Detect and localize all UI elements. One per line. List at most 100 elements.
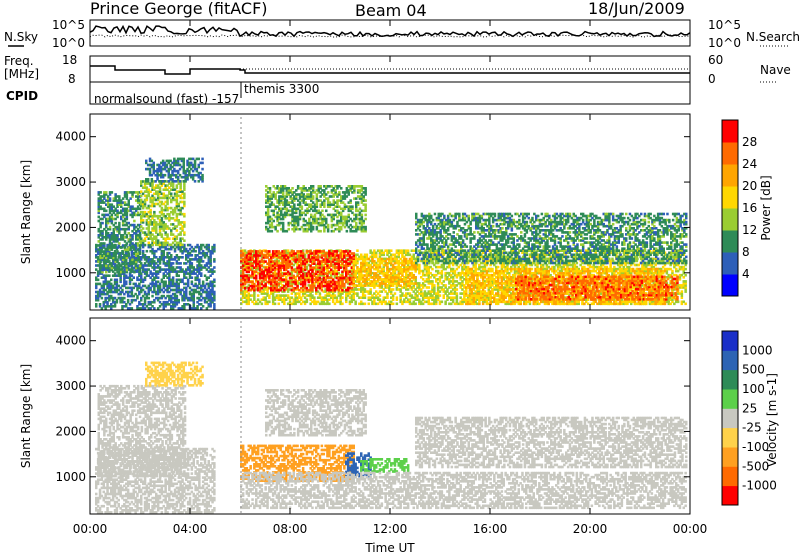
data-cell xyxy=(136,223,140,227)
data-cell xyxy=(101,256,104,260)
data-cell xyxy=(95,256,98,259)
data-cell xyxy=(166,262,169,265)
data-cell xyxy=(179,290,182,294)
data-cell xyxy=(153,180,156,183)
data-cell xyxy=(262,265,265,269)
data-cell xyxy=(173,268,177,271)
data-cell xyxy=(96,296,100,300)
data-cell xyxy=(281,284,284,287)
data-cell xyxy=(101,217,104,221)
data-cell xyxy=(126,249,130,253)
data-cell xyxy=(296,296,299,299)
data-cell xyxy=(209,268,212,271)
data-cell xyxy=(110,242,114,245)
data-cell xyxy=(149,214,152,218)
data-cell xyxy=(125,191,129,194)
data-cell xyxy=(194,268,197,271)
data-cell xyxy=(134,270,137,273)
data-cell xyxy=(156,171,159,175)
data-cell xyxy=(166,251,169,255)
data-cell xyxy=(186,280,190,284)
data-cell xyxy=(111,266,115,269)
data-cell xyxy=(106,305,109,308)
data-cell xyxy=(190,276,194,279)
data-cell xyxy=(162,243,165,247)
data-cell xyxy=(151,221,154,224)
data-cell xyxy=(141,210,145,214)
data-cell xyxy=(170,217,173,220)
data-cell xyxy=(243,290,247,293)
data-cell xyxy=(290,273,294,277)
data-cell xyxy=(183,294,186,298)
data-cell xyxy=(191,178,195,181)
data-cell xyxy=(305,298,309,301)
data-cell xyxy=(181,192,184,196)
data-cell xyxy=(102,284,105,288)
data-cell xyxy=(156,298,160,302)
data-cell xyxy=(156,194,160,198)
data-cell xyxy=(97,248,100,251)
data-cell xyxy=(171,296,175,300)
data-cell xyxy=(114,240,117,243)
data-cell xyxy=(145,161,148,165)
data-cell xyxy=(166,235,169,238)
data-cell xyxy=(192,258,195,261)
data-cell xyxy=(281,271,284,275)
data-cell xyxy=(131,229,134,233)
data-cell xyxy=(110,191,114,194)
data-cell xyxy=(123,260,127,264)
data-cell xyxy=(175,300,179,304)
data-cell xyxy=(181,221,184,224)
data-cell xyxy=(213,243,216,247)
data-cell xyxy=(166,196,169,200)
data-cell xyxy=(110,268,114,272)
data-cell xyxy=(196,296,199,300)
data-cell xyxy=(207,276,210,279)
data-cell xyxy=(118,201,121,204)
data-cell xyxy=(125,303,128,306)
data-cell xyxy=(177,190,180,193)
data-cell xyxy=(168,268,171,271)
data-cell xyxy=(123,300,126,304)
data-cell xyxy=(171,182,175,185)
data-cell xyxy=(164,227,167,230)
data-cell xyxy=(140,262,143,265)
data-cell xyxy=(106,300,109,304)
data-cell xyxy=(182,171,185,175)
data-cell xyxy=(153,262,156,265)
data-cell xyxy=(179,266,182,269)
data-cell xyxy=(131,234,134,237)
data-cell xyxy=(205,247,209,251)
data-cell xyxy=(290,255,294,259)
data-cell xyxy=(108,243,111,247)
data-cell xyxy=(251,265,254,269)
data-cell xyxy=(179,206,182,210)
data-cell xyxy=(95,286,98,290)
data-cell xyxy=(200,260,203,263)
data-cell xyxy=(156,258,160,261)
data-cell xyxy=(262,288,265,291)
data-cell xyxy=(168,186,171,189)
data-cell xyxy=(148,157,152,161)
data-cell xyxy=(125,282,128,286)
data-cell xyxy=(151,233,154,236)
data-cell xyxy=(183,225,186,228)
data-cell xyxy=(118,203,121,206)
data-cell xyxy=(170,243,173,247)
data-cell xyxy=(369,288,372,291)
data-cell xyxy=(100,296,104,300)
data-cell xyxy=(95,247,98,251)
data-cell xyxy=(123,274,126,277)
data-cell xyxy=(205,254,209,257)
data-cell xyxy=(104,282,107,286)
data-cell xyxy=(162,249,165,253)
data-cell xyxy=(209,284,212,288)
data-cell xyxy=(183,196,186,200)
data-cell xyxy=(110,252,114,255)
data-cell xyxy=(99,238,102,241)
data-cell xyxy=(179,292,182,296)
data-cell xyxy=(140,256,143,259)
data-cell xyxy=(145,223,149,226)
power-data-cells xyxy=(95,157,688,310)
data-cell xyxy=(156,243,160,247)
